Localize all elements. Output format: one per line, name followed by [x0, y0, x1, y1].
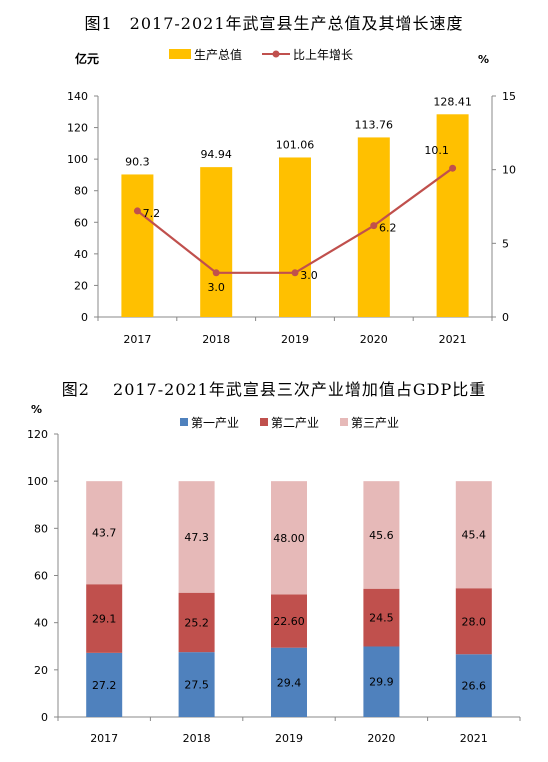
chart2-title: 图2 2017-2021年武宣县三次产业增加值占GDP比重 [61, 380, 487, 399]
x-tick-label: 2021 [439, 333, 467, 346]
gdp-bar [279, 157, 311, 317]
legend-swatch-gdp [169, 49, 191, 59]
x-tick-label: 2021 [460, 732, 488, 745]
x-tick-label: 2017 [90, 732, 118, 745]
y-tick-label: 40 [34, 617, 48, 630]
stack-segment [363, 588, 400, 647]
gdp-bar [200, 167, 233, 317]
growth-label: 7.2 [143, 207, 161, 220]
legend-swatch [260, 418, 268, 426]
stack-segment-label: 47.3 [184, 531, 209, 544]
stack-segment [86, 481, 123, 585]
legend-swatch [340, 418, 348, 426]
y-tick-label: 20 [34, 664, 48, 677]
y-tick-label: 80 [34, 522, 48, 535]
left-tick-label: 120 [67, 122, 88, 135]
stack-segment [86, 652, 123, 717]
right-tick-label: 0 [502, 311, 509, 324]
y-tick-label: 100 [27, 475, 48, 488]
stack-segment [455, 588, 492, 655]
stack-segment [178, 592, 215, 653]
left-tick-label: 40 [74, 248, 88, 261]
stack-segment-label: 29.9 [369, 676, 394, 689]
x-tick-label: 2017 [123, 333, 151, 346]
stack-segment-label: 27.5 [184, 679, 209, 692]
left-tick-label: 140 [67, 90, 88, 103]
stack-segment-label: 29.1 [92, 613, 117, 626]
y-tick-label: 0 [41, 711, 48, 724]
growth-label: 3.0 [207, 281, 225, 294]
gdp-bar [436, 114, 469, 317]
stack-segment-label: 24.5 [369, 612, 394, 625]
stack-segment [178, 652, 215, 717]
stack-segment [455, 481, 492, 589]
left-axis-label: 亿元 [75, 51, 99, 66]
stack-segment-label: 45.6 [369, 529, 394, 542]
gdp-bar-label: 90.3 [125, 155, 150, 168]
left-tick-label: 0 [81, 311, 88, 324]
growth-label: 6.2 [379, 222, 397, 235]
y-axis-label: % [31, 403, 42, 416]
right-tick-label: 15 [502, 90, 516, 103]
stack-segment [271, 481, 307, 595]
stack-segment-label: 48.00 [273, 532, 305, 545]
x-tick-label: 2020 [360, 333, 388, 346]
right-axis-label: % [478, 53, 489, 66]
y-tick-label: 60 [34, 570, 48, 583]
legend-label-gdp: 生产总值 [194, 47, 242, 62]
growth-point [133, 207, 141, 215]
growth-point [370, 222, 378, 230]
legend-label: 第三产业 [351, 416, 399, 430]
gdp-bar [121, 174, 154, 317]
stack-segment-label: 28.0 [462, 615, 487, 628]
stack-segment [271, 594, 307, 648]
stack-segment-label: 22.60 [273, 615, 305, 628]
stack-segment [363, 646, 400, 717]
stack-segment [363, 481, 400, 589]
stack-segment-label: 45.4 [462, 529, 487, 542]
gdp-bar-label: 128.41 [433, 95, 472, 108]
chart1-title: 图1 2017-2021年武宣县生产总值及其增长速度 [84, 14, 464, 33]
left-tick-label: 100 [67, 153, 88, 166]
right-tick-label: 5 [502, 237, 509, 250]
y-tick-label: 120 [27, 428, 48, 441]
growth-point [212, 269, 220, 277]
right-tick-label: 10 [502, 164, 516, 177]
growth-label: 10.1 [424, 144, 449, 157]
growth-point [449, 164, 457, 172]
stack-segment [86, 584, 123, 653]
growth-point [291, 269, 299, 277]
gdp-bar-label: 101.06 [276, 138, 315, 151]
gdp-bar-label: 113.76 [355, 118, 394, 131]
legend-label-growth: 比上年增长 [293, 48, 353, 62]
stack-segment [271, 647, 307, 717]
stack-segment [455, 654, 492, 717]
left-tick-label: 80 [74, 185, 88, 198]
gdp-bar-label: 94.94 [200, 148, 232, 161]
stack-segment-label: 27.2 [92, 679, 117, 692]
x-tick-label: 2020 [367, 732, 395, 745]
stack-segment-label: 43.7 [92, 527, 117, 540]
x-tick-label: 2018 [183, 732, 211, 745]
stack-segment-label: 26.6 [462, 680, 487, 693]
stack-segment-label: 29.4 [277, 676, 302, 689]
legend-swatch [180, 418, 188, 426]
left-tick-label: 20 [74, 279, 88, 292]
stack-segment [178, 481, 215, 593]
stack-segment-label: 25.2 [184, 616, 209, 629]
x-tick-label: 2018 [202, 333, 230, 346]
legend-marker-growth [272, 50, 280, 58]
left-tick-label: 60 [74, 216, 88, 229]
legend-label: 第一产业 [191, 416, 239, 430]
x-tick-label: 2019 [281, 333, 309, 346]
legend-label: 第二产业 [271, 416, 319, 430]
gdp-growth-chart: 0 20 40 60 80 100 120 140 0 5 10 15 亿元 % 2017 2018 2019 2… [67, 47, 516, 346]
x-tick-label: 2019 [275, 732, 303, 745]
growth-label: 3.0 [300, 269, 318, 282]
